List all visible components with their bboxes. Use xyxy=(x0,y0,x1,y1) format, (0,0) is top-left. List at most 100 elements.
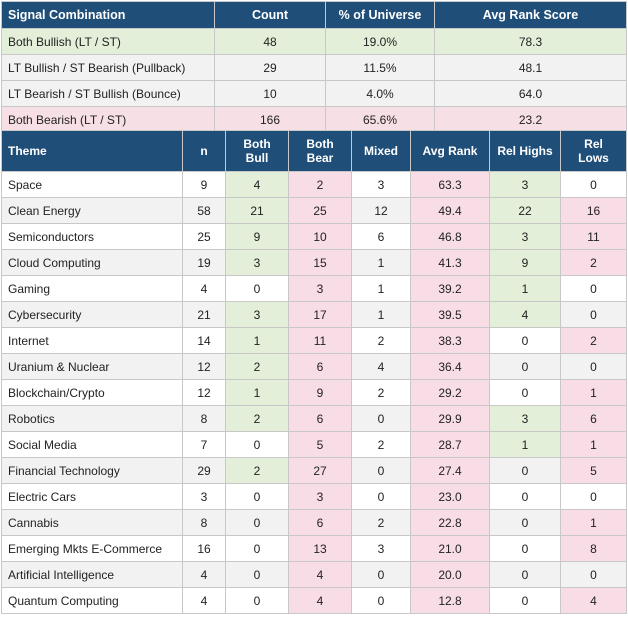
theme-header-both-bear[interactable]: Both Bear xyxy=(288,130,352,172)
theme-cell-n: 4 xyxy=(182,587,226,614)
theme-header-theme[interactable]: Theme xyxy=(1,130,183,172)
theme-cell-mixed: 3 xyxy=(351,535,411,562)
theme-cell-bear: 27 xyxy=(288,457,352,484)
theme-cell-mixed: 4 xyxy=(351,353,411,380)
summary-header-pct[interactable]: % of Universe xyxy=(325,1,435,29)
theme-cell-theme: Blockchain/Crypto xyxy=(1,379,183,406)
theme-cell-mixed: 2 xyxy=(351,379,411,406)
theme-cell-mixed: 6 xyxy=(351,223,411,250)
theme-row: Cloud Computing 19 3 15 1 41.3 9 2 xyxy=(1,249,627,276)
theme-cell-lows: 4 xyxy=(560,587,627,614)
theme-cell-bear: 10 xyxy=(288,223,352,250)
theme-cell-n: 4 xyxy=(182,561,226,588)
theme-cell-n: 8 xyxy=(182,509,226,536)
theme-cell-mixed: 12 xyxy=(351,197,411,224)
theme-cell-highs: 1 xyxy=(489,431,561,458)
summary-header-avg[interactable]: Avg Rank Score xyxy=(434,1,627,29)
theme-cell-bull: 9 xyxy=(225,223,289,250)
theme-cell-bear: 15 xyxy=(288,249,352,276)
theme-cell-lows: 11 xyxy=(560,223,627,250)
theme-cell-bull: 2 xyxy=(225,405,289,432)
theme-cell-theme: Uranium & Nuclear xyxy=(1,353,183,380)
theme-cell-highs: 0 xyxy=(489,587,561,614)
theme-cell-lows: 0 xyxy=(560,561,627,588)
summary-cell-pct: 4.0% xyxy=(325,80,435,107)
theme-row: Social Media 7 0 5 2 28.7 1 1 xyxy=(1,431,627,458)
theme-cell-n: 25 xyxy=(182,223,226,250)
theme-cell-bull: 0 xyxy=(225,587,289,614)
theme-cell-avg: 38.3 xyxy=(410,327,490,354)
theme-cell-avg: 28.7 xyxy=(410,431,490,458)
theme-header-rel-lows[interactable]: Rel Lows xyxy=(560,130,627,172)
theme-cell-theme: Semiconductors xyxy=(1,223,183,250)
theme-row: Artificial Intelligence 4 0 4 0 20.0 0 0 xyxy=(1,561,627,588)
theme-header-both-bull-text: Both Bull xyxy=(243,137,271,165)
summary-header-count[interactable]: Count xyxy=(214,1,326,29)
theme-cell-bear: 4 xyxy=(288,587,352,614)
summary-cell-pct: 11.5% xyxy=(325,54,435,81)
theme-cell-bear: 11 xyxy=(288,327,352,354)
theme-cell-highs: 0 xyxy=(489,353,561,380)
theme-cell-theme: Internet xyxy=(1,327,183,354)
theme-cell-avg: 36.4 xyxy=(410,353,490,380)
theme-cell-bull: 3 xyxy=(225,301,289,328)
theme-cell-bear: 9 xyxy=(288,379,352,406)
theme-row: Internet 14 1 11 2 38.3 0 2 xyxy=(1,327,627,354)
theme-header-n[interactable]: n xyxy=(182,130,226,172)
summary-row: LT Bearish / ST Bullish (Bounce) 10 4.0% 64… xyxy=(1,80,627,107)
theme-cell-mixed: 3 xyxy=(351,171,411,198)
summary-row: Both Bullish (LT / ST) 48 19.0% 78.3 xyxy=(1,28,627,55)
theme-cell-avg: 21.0 xyxy=(410,535,490,562)
theme-row: Clean Energy 58 21 25 12 49.4 22 16 xyxy=(1,197,627,224)
theme-row: Financial Technology 29 2 27 0 27.4 0 5 xyxy=(1,457,627,484)
theme-row: Quantum Computing 4 0 4 0 12.8 0 4 xyxy=(1,587,627,614)
theme-cell-n: 12 xyxy=(182,379,226,406)
theme-cell-bull: 0 xyxy=(225,509,289,536)
summary-row: LT Bullish / ST Bearish (Pullback) 29 11.5… xyxy=(1,54,627,81)
theme-row: Uranium & Nuclear 12 2 6 4 36.4 0 0 xyxy=(1,353,627,380)
theme-cell-highs: 1 xyxy=(489,275,561,302)
summary-header-signal[interactable]: Signal Combination xyxy=(1,1,215,29)
summary-cell-avg: 78.3 xyxy=(434,28,627,55)
theme-cell-highs: 4 xyxy=(489,301,561,328)
theme-header-both-bull[interactable]: Both Bull xyxy=(225,130,289,172)
theme-cell-theme: Gaming xyxy=(1,275,183,302)
theme-cell-n: 16 xyxy=(182,535,226,562)
theme-cell-theme: Clean Energy xyxy=(1,197,183,224)
theme-cell-avg: 27.4 xyxy=(410,457,490,484)
theme-cell-n: 8 xyxy=(182,405,226,432)
theme-cell-bear: 6 xyxy=(288,509,352,536)
theme-header-avg-rank[interactable]: Avg Rank xyxy=(410,130,490,172)
theme-cell-lows: 1 xyxy=(560,431,627,458)
theme-cell-lows: 2 xyxy=(560,249,627,276)
summary-cell-avg: 23.2 xyxy=(434,106,627,133)
theme-header-rel-highs[interactable]: Rel Highs xyxy=(489,130,561,172)
theme-row: Cybersecurity 21 3 17 1 39.5 4 0 xyxy=(1,301,627,328)
theme-cell-mixed: 0 xyxy=(351,587,411,614)
theme-header-mixed[interactable]: Mixed xyxy=(351,130,411,172)
theme-row: Robotics 8 2 6 0 29.9 3 6 xyxy=(1,405,627,432)
theme-cell-mixed: 2 xyxy=(351,509,411,536)
theme-cell-bear: 4 xyxy=(288,561,352,588)
theme-cell-n: 9 xyxy=(182,171,226,198)
summary-cell-avg: 64.0 xyxy=(434,80,627,107)
theme-cell-highs: 3 xyxy=(489,223,561,250)
theme-cell-theme: Space xyxy=(1,171,183,198)
theme-cell-bull: 2 xyxy=(225,353,289,380)
theme-cell-bull: 1 xyxy=(225,379,289,406)
theme-cell-theme: Electric Cars xyxy=(1,483,183,510)
theme-cell-lows: 8 xyxy=(560,535,627,562)
theme-cell-theme: Financial Technology xyxy=(1,457,183,484)
theme-row: Space 9 4 2 3 63.3 3 0 xyxy=(1,171,627,198)
summary-cell-pct: 65.6% xyxy=(325,106,435,133)
theme-cell-avg: 29.2 xyxy=(410,379,490,406)
theme-cell-n: 19 xyxy=(182,249,226,276)
summary-cell-pct: 19.0% xyxy=(325,28,435,55)
theme-cell-mixed: 2 xyxy=(351,431,411,458)
theme-cell-highs: 0 xyxy=(489,561,561,588)
theme-cell-avg: 46.8 xyxy=(410,223,490,250)
summary-header-row: Signal Combination Count % of Universe A… xyxy=(1,1,627,29)
theme-cell-n: 3 xyxy=(182,483,226,510)
theme-cell-mixed: 1 xyxy=(351,301,411,328)
theme-row: Blockchain/Crypto 12 1 9 2 29.2 0 1 xyxy=(1,379,627,406)
